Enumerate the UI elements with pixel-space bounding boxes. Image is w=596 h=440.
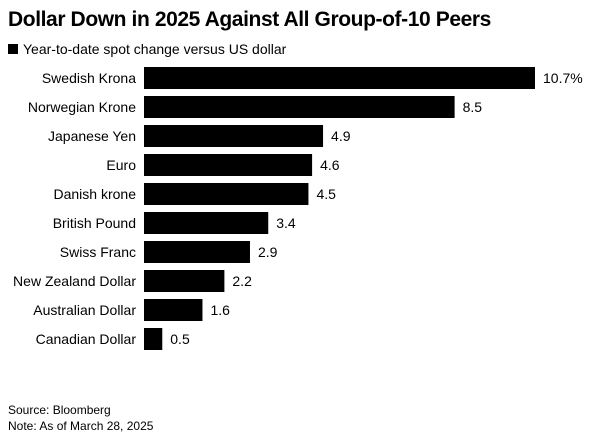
date-note: Note: As of March 28, 2025 xyxy=(8,419,154,433)
source-note: Source: Bloomberg xyxy=(8,403,111,417)
category-label: Euro xyxy=(106,157,136,173)
value-label: 4.9 xyxy=(331,128,351,144)
category-label: Danish krone xyxy=(54,186,137,202)
legend-label: Year-to-date spot change versus US dolla… xyxy=(23,41,287,57)
legend-swatch xyxy=(8,44,18,54)
bar xyxy=(144,328,163,350)
value-label: 1.6 xyxy=(210,302,230,318)
value-label: 4.5 xyxy=(316,186,336,202)
category-label: Swiss Franc xyxy=(60,244,136,260)
bar-chart: Swedish Krona 10.7% Norwegian Krone 8.5 Japa… xyxy=(13,67,583,350)
value-label: 3.4 xyxy=(276,215,296,231)
bar xyxy=(144,154,313,176)
bar xyxy=(144,183,309,205)
value-label: 8.5 xyxy=(463,99,483,115)
bar xyxy=(144,96,455,118)
category-label: Norwegian Krone xyxy=(28,99,136,115)
bar xyxy=(144,67,535,89)
category-label: British Pound xyxy=(53,215,136,231)
category-label: Swedish Krona xyxy=(42,70,136,86)
value-label: 2.9 xyxy=(258,244,278,260)
legend: Year-to-date spot change versus US dolla… xyxy=(8,41,286,57)
category-label: Canadian Dollar xyxy=(36,331,137,347)
bar xyxy=(144,125,324,147)
bar xyxy=(144,270,225,292)
bar xyxy=(144,299,203,321)
bar xyxy=(144,241,250,263)
value-label: 0.5 xyxy=(170,331,190,347)
chart-title: Dollar Down in 2025 Against All Group-of… xyxy=(8,8,491,31)
category-label: New Zealand Dollar xyxy=(13,273,136,289)
bar xyxy=(144,212,269,234)
value-label: 10.7% xyxy=(543,70,583,86)
value-label: 2.2 xyxy=(232,273,252,289)
category-label: Australian Dollar xyxy=(33,302,136,318)
bars-group: Swedish Krona 10.7% Norwegian Krone 8.5 Japa… xyxy=(13,67,583,350)
value-label: 4.6 xyxy=(320,157,340,173)
category-label: Japanese Yen xyxy=(48,128,136,144)
